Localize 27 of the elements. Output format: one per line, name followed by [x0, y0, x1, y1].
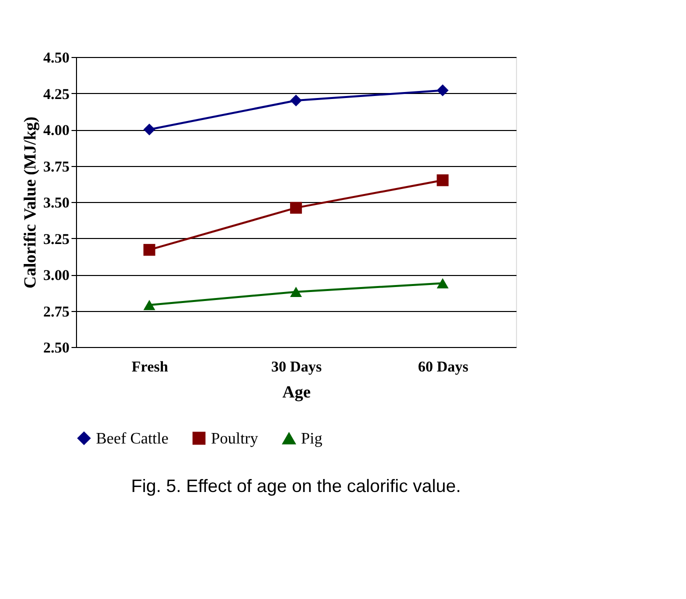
y-tick-label: 4.25 — [43, 86, 70, 103]
caption: Fig. 5. Effect of age on the calorific value. — [131, 476, 461, 496]
point — [290, 94, 302, 106]
point — [436, 278, 449, 288]
legend-label: Pig — [301, 430, 322, 448]
y-tick-label: 4.00 — [43, 123, 70, 139]
y-tick-label: 2.50 — [43, 340, 70, 356]
y-axis-title: Calorific Value (MJ/kg) — [20, 116, 40, 288]
x-axis-title: Age — [282, 382, 312, 402]
x-tick-label: 30 Days — [271, 360, 322, 376]
point — [143, 124, 156, 136]
y-tick-label: 3.00 — [43, 268, 70, 284]
point — [290, 286, 302, 298]
point — [436, 84, 449, 96]
x-tick-label: 60 Days — [418, 360, 469, 376]
y-tick-label: 4.50 — [43, 50, 70, 66]
y-tick-label: 3.25 — [43, 232, 70, 248]
point — [290, 202, 302, 214]
y-tick-label: 3.50 — [43, 196, 70, 212]
point — [436, 174, 449, 186]
point — [143, 300, 156, 310]
x-tick-label: Fresh — [132, 360, 169, 376]
y-tick-label: 3.75 — [43, 159, 70, 176]
legend-label: Beef Cattle — [96, 430, 168, 448]
legend-label: Poultry — [211, 430, 258, 448]
y-tick-label: 2.75 — [43, 304, 70, 320]
point — [143, 244, 156, 256]
